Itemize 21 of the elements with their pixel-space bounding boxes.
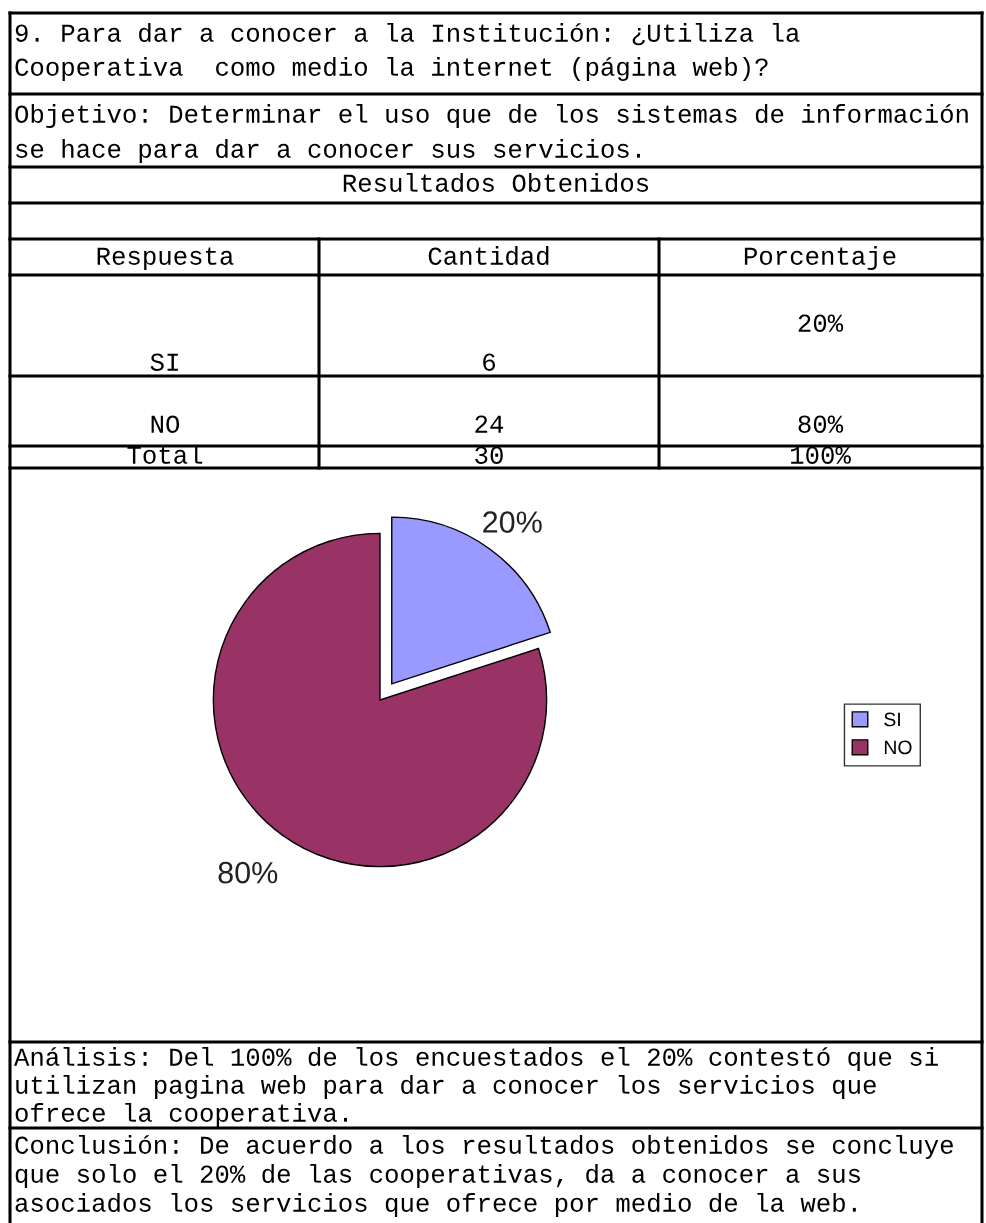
chart-subtitle: Objetivo: Determinar el uso que de los sistemas de información se hace para dar a conocer sus servicios.: [15, 104, 968, 163]
text: NO: [151, 415, 180, 433]
legend-label: NO: [884, 740, 912, 755]
text: 100%: [791, 446, 851, 464]
text: Respuesta: [97, 247, 234, 270]
text: Total: [127, 445, 203, 464]
data-label: 80%: [218, 861, 278, 884]
data-label: 20%: [483, 511, 542, 533]
text: 20%: [798, 314, 844, 332]
chart-title: 9. Para dar a conocer a la Institución: ¿Utiliza la Cooperativa como medio la internet (página web)?: [15, 23, 800, 81]
text: 24: [475, 415, 504, 433]
text: 30: [475, 446, 503, 464]
text: Porcentaje: [744, 246, 896, 270]
text: SI: [150, 353, 178, 371]
text: 80%: [798, 415, 844, 433]
text: Resultados Obtenidos: [343, 173, 649, 192]
legend-label: SI: [884, 712, 900, 727]
text: Cantidad: [428, 246, 549, 265]
text: Análisis: Del 100% de los encuestados el 20% contestó que si utilizan pagina web para dar a conocer los servicios que ofrece la cooperativa.: [14, 1047, 938, 1127]
text: 6: [483, 353, 496, 371]
text: Conclusión: De acuerdo a los resultados obtenidos se concluye que solo el 20% de las cooperativas, da a conocer a sus asociados los servicios que ofrece por medio de la web.: [15, 1135, 953, 1217]
